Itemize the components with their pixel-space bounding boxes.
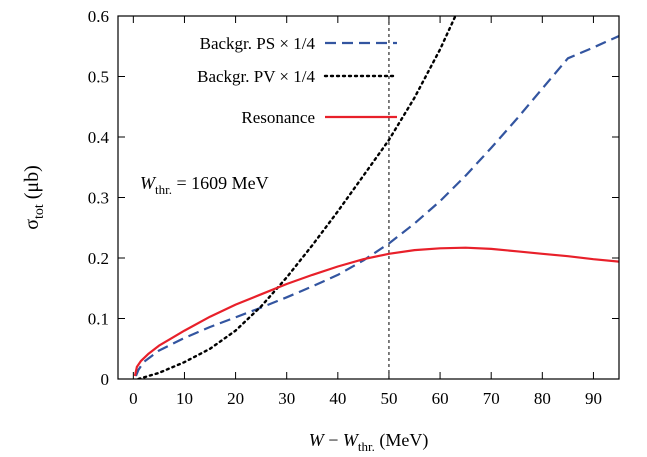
y-tick-label: 0.6: [88, 7, 109, 26]
x-tick-label: 60: [432, 389, 449, 408]
x-label-unit: (MeV): [375, 430, 428, 451]
x-tick-label: 30: [278, 389, 295, 408]
y-tick-label: 0.4: [88, 128, 110, 147]
x-tick-label: 90: [585, 389, 602, 408]
series-layer: [133, 16, 619, 379]
annotation-var: W: [140, 173, 157, 193]
x-tick-label: 50: [380, 389, 397, 408]
x-tick-label: 20: [227, 389, 244, 408]
x-tick-label: 70: [483, 389, 500, 408]
x-label-sub: thr.: [358, 439, 375, 454]
y-tick-label: 0.2: [88, 249, 109, 268]
annotation-sub: thr.: [155, 182, 172, 197]
y-label-unit: (μb): [21, 165, 43, 204]
x-label-var: W: [309, 430, 326, 450]
y-label-sub: tot: [32, 204, 47, 219]
plot-frame: [117, 15, 620, 380]
y-tick-label: 0: [101, 370, 110, 389]
series-line-1: [137, 16, 457, 379]
legend-label-2: Resonance: [241, 108, 315, 127]
x-axis-label: W − Wthr. (MeV): [309, 430, 429, 454]
series-line-0: [134, 34, 619, 377]
x-label-minus: −: [324, 430, 343, 450]
x-tick-label: 80: [534, 389, 551, 408]
series-line-2: [133, 246, 619, 377]
y-tick-label: 0.1: [88, 310, 109, 329]
y-label-sym: σ: [21, 219, 43, 230]
annotation-value: = 1609 MeV: [172, 173, 269, 193]
legend-label-1: Backgr. PV × 1/4: [197, 67, 315, 86]
y-tick-label: 0.5: [88, 68, 109, 87]
x-tick-label: 40: [329, 389, 346, 408]
threshold-annotation: Wthr. = 1609 MeV: [140, 173, 269, 197]
legend-label-0: Backgr. PS × 1/4: [200, 34, 316, 53]
x-label-sub-var: W: [343, 430, 360, 450]
x-tick-label: 0: [129, 389, 138, 408]
ticks-layer: 0 10 20 30 40 50 60 70 80 90 0 0.1 0.2 0.3 0.4 0.5 0.6: [88, 7, 619, 408]
x-tick-label: 10: [176, 389, 193, 408]
legend: Backgr. PS × 1/4 Backgr. PV × 1/4 Resonanc…: [197, 34, 399, 127]
y-axis-label: σtot (μb): [21, 165, 47, 230]
y-tick-label: 0.3: [88, 189, 109, 208]
